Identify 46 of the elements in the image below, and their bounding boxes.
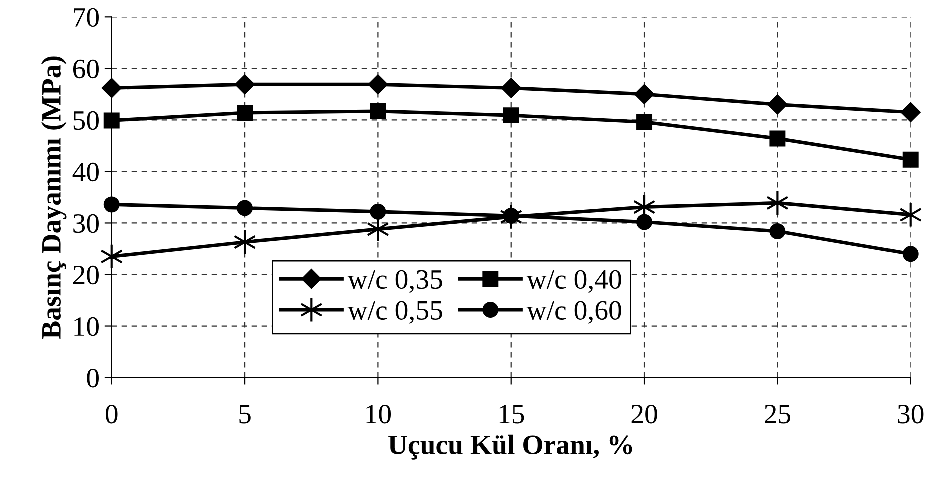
point — [500, 204, 523, 230]
point — [102, 78, 122, 98]
point — [766, 190, 789, 216]
point — [900, 102, 921, 122]
legend-label: w/c 0,40 — [526, 270, 622, 294]
y-tick-label: 0 — [87, 368, 99, 388]
legend-label: w/c 0,55 — [348, 301, 442, 324]
x-tick-label: 20 — [632, 404, 658, 424]
point — [900, 202, 922, 228]
x-tick-label: 15 — [500, 405, 524, 424]
y-tick-label: 70 — [74, 8, 99, 28]
x-axis-title: Uçucu Kül Oranı, % — [388, 434, 632, 460]
legend-label: w/c 0,60 — [526, 301, 622, 324]
y-tick-label: 40 — [72, 162, 99, 182]
point — [768, 94, 788, 115]
y-tick-label: 20 — [73, 266, 99, 285]
point — [235, 74, 255, 95]
x-tick-label: 10 — [366, 404, 392, 424]
x-tick-label: 30 — [898, 404, 924, 424]
point — [902, 246, 919, 262]
point — [370, 204, 386, 220]
point — [370, 103, 386, 120]
point — [634, 84, 654, 104]
point — [636, 214, 653, 230]
x-tick-label: 0 — [106, 404, 118, 424]
y-tick-label: 50 — [74, 111, 99, 130]
point — [104, 196, 120, 213]
point — [234, 229, 256, 256]
point — [237, 104, 254, 121]
y-tick-label: 10 — [74, 317, 99, 336]
x-tick-label: 25 — [765, 405, 790, 424]
legend-label: w/c 0,35 — [348, 270, 442, 294]
point — [636, 114, 653, 130]
point — [770, 130, 786, 147]
point — [770, 223, 786, 240]
y-tick-label: 60 — [73, 60, 99, 79]
point — [902, 152, 919, 168]
point — [503, 108, 520, 124]
y-axis-title: Basınç Dayanımı (MPa) — [41, 56, 67, 339]
x-tick-label: 5 — [240, 405, 251, 424]
point — [104, 112, 120, 129]
point — [237, 200, 254, 216]
point — [100, 244, 124, 270]
point — [368, 74, 388, 95]
point — [501, 78, 522, 98]
y-tick-label: 30 — [74, 214, 99, 234]
